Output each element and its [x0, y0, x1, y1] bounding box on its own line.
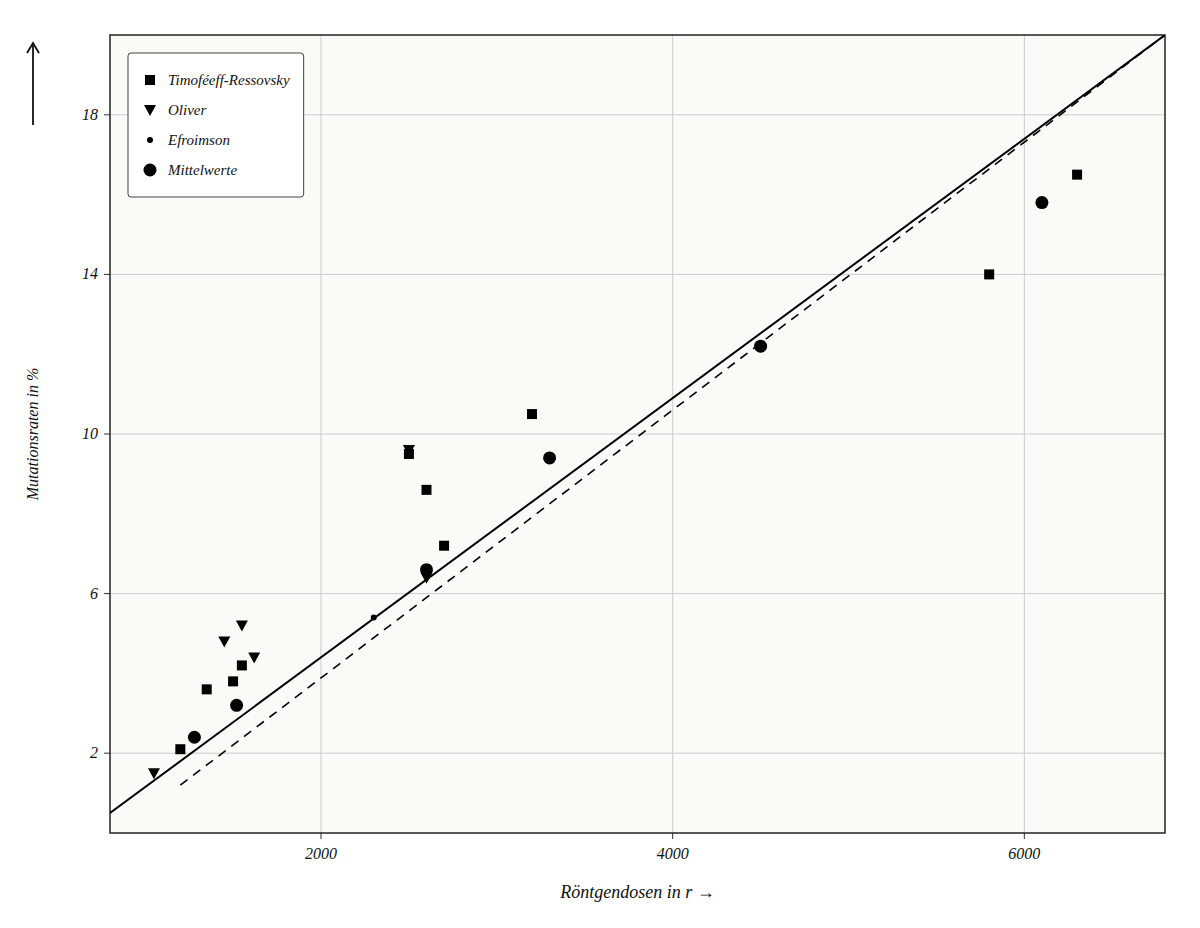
solid-line	[110, 35, 1165, 813]
marks	[110, 35, 1165, 813]
plot-area	[110, 35, 1165, 833]
legend-label: Mittelwerte	[167, 162, 237, 178]
tick	[104, 593, 110, 594]
legend-marker	[145, 75, 155, 85]
point	[175, 744, 185, 754]
tick-label: 6000	[1008, 845, 1040, 862]
legend-marker	[144, 164, 157, 177]
point	[236, 621, 248, 632]
legend-label: Timoféeff-Ressovsky	[168, 72, 290, 88]
grid-line	[110, 274, 1165, 275]
grid-line	[110, 593, 1165, 594]
grid-line	[110, 434, 1165, 435]
point	[202, 684, 212, 694]
tick	[104, 753, 110, 754]
point	[188, 731, 201, 744]
legend-marker	[147, 137, 153, 143]
point	[148, 768, 160, 779]
legend-marker	[144, 105, 156, 116]
tick	[104, 274, 110, 275]
plot-frame	[110, 35, 1165, 833]
point	[230, 699, 243, 712]
point	[543, 451, 556, 464]
tick	[104, 434, 110, 435]
tick-label: 18	[82, 106, 98, 123]
tick-label: 4000	[657, 845, 689, 862]
grid	[110, 35, 1165, 833]
tick	[104, 114, 110, 115]
point	[527, 409, 537, 419]
point	[237, 660, 247, 670]
legend-label: Oliver	[168, 102, 206, 118]
grid-line	[110, 753, 1165, 754]
legend-label: Efroimson	[167, 132, 230, 148]
point	[420, 563, 433, 576]
chart: 2000 4000 6000 2 6 10 14 18 Röntgendosen in r → M…	[0, 0, 1200, 928]
x-axis-label: Röntgendosen in r →	[559, 882, 715, 902]
point	[422, 485, 432, 495]
y-axis-label: Mutationsraten in %	[24, 368, 41, 501]
tick-label: 2	[90, 744, 98, 761]
tick-label: 10	[82, 425, 98, 442]
tick	[672, 833, 673, 839]
point	[248, 652, 260, 663]
point	[218, 636, 230, 647]
tick-label: 14	[82, 265, 98, 282]
point	[439, 541, 449, 551]
point	[403, 445, 415, 456]
tick-label: 6	[90, 585, 98, 602]
legend: Timoféeff-Ressovsky Oliver Efroimson Mittel…	[128, 53, 304, 197]
point	[984, 269, 994, 279]
point	[228, 676, 238, 686]
point	[1072, 170, 1082, 180]
point	[371, 615, 377, 621]
y-axis-arrow	[27, 43, 39, 125]
point	[754, 340, 767, 353]
tick-label: 2000	[305, 845, 337, 862]
tick	[321, 833, 322, 839]
legend-frame	[128, 53, 304, 197]
dashed-line	[180, 35, 1165, 785]
tick	[1024, 833, 1025, 839]
point	[1035, 196, 1048, 209]
